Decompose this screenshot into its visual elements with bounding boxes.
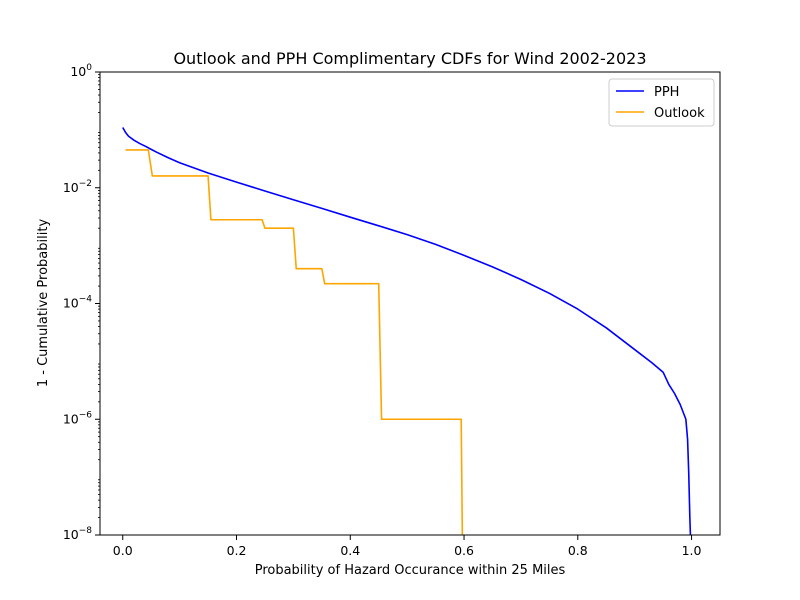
y-tick-exponent: −6	[79, 410, 93, 420]
y-tick-exponent: −2	[79, 179, 92, 189]
y-tick-label: 100	[70, 63, 92, 79]
y-tick-label: 10−6	[63, 410, 92, 426]
y-tick-base: 10	[70, 64, 86, 79]
y-tick-label: 10−2	[63, 179, 92, 195]
x-tick-label: 0.8	[568, 543, 588, 558]
x-tick-label: 0.0	[113, 543, 133, 558]
y-axis-label: 1 - Cumulative Probability	[36, 219, 51, 388]
y-tick-exponent: −4	[79, 295, 93, 305]
x-tick-label: 0.4	[340, 543, 360, 558]
y-tick-exponent: 0	[86, 63, 92, 73]
chart-title: Outlook and PPH Complimentary CDFs for W…	[173, 49, 646, 68]
x-axis-label: Probability of Hazard Occurance within 2…	[255, 563, 566, 578]
legend: PPH Outlook	[608, 78, 715, 127]
legend-label-outlook: Outlook	[654, 106, 705, 121]
x-tick-label: 0.6	[454, 543, 474, 558]
y-tick-base: 10	[63, 296, 79, 311]
series-line-pph	[122, 127, 692, 535]
x-tick-label: 0.2	[227, 543, 247, 558]
series-layer	[122, 127, 692, 535]
y-tick-label: 10−8	[63, 526, 92, 542]
plot-area	[99, 71, 721, 536]
y-tick-base: 10	[63, 527, 79, 542]
y-tick-exponent: −8	[79, 526, 93, 536]
legend-label-pph: PPH	[654, 85, 679, 100]
plot-frame	[99, 71, 721, 536]
x-axis: 0.0 0.2 0.4 0.6 0.8 1.0	[113, 535, 702, 558]
x-tick-label: 1.0	[682, 543, 702, 558]
series-line-outlook	[125, 149, 464, 535]
y-tick-base: 10	[63, 180, 79, 195]
y-tick-base: 10	[63, 411, 79, 426]
y-tick-label: 10−4	[63, 295, 92, 311]
